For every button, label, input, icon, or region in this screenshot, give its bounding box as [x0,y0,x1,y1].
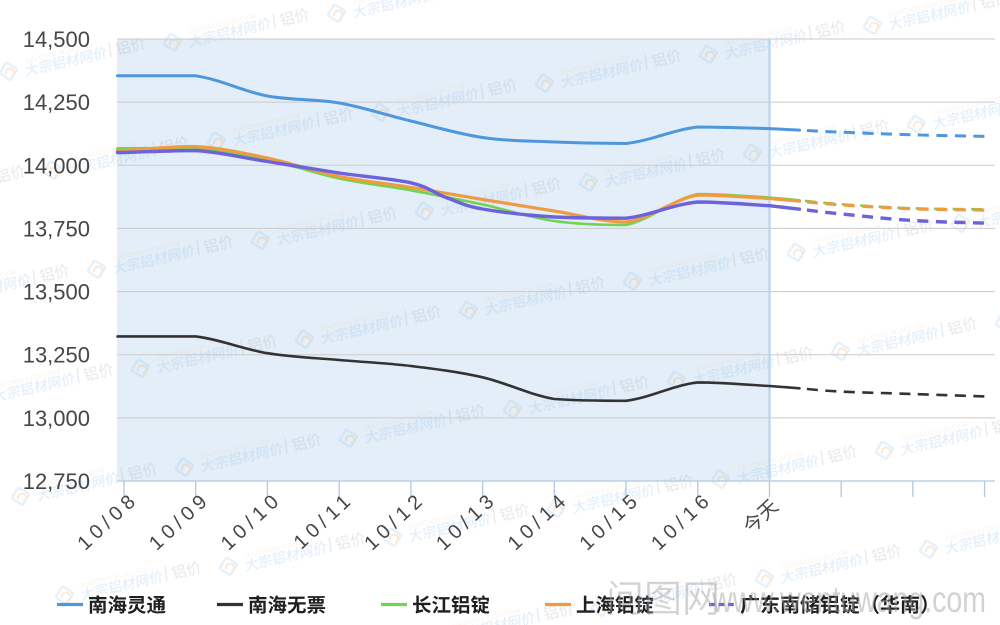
svg-text:13,500: 13,500 [23,280,90,305]
svg-text:13,250: 13,250 [23,343,90,368]
svg-text:14,250: 14,250 [23,90,90,115]
svg-text:14,000: 14,000 [23,153,90,178]
svg-text:13,750: 13,750 [23,216,90,241]
svg-text:www.wentuwang.com: www.wentuwang.com [711,579,986,620]
svg-text:14,500: 14,500 [23,27,90,52]
svg-text:12,750: 12,750 [23,469,90,494]
svg-text:13,000: 13,000 [23,406,90,431]
